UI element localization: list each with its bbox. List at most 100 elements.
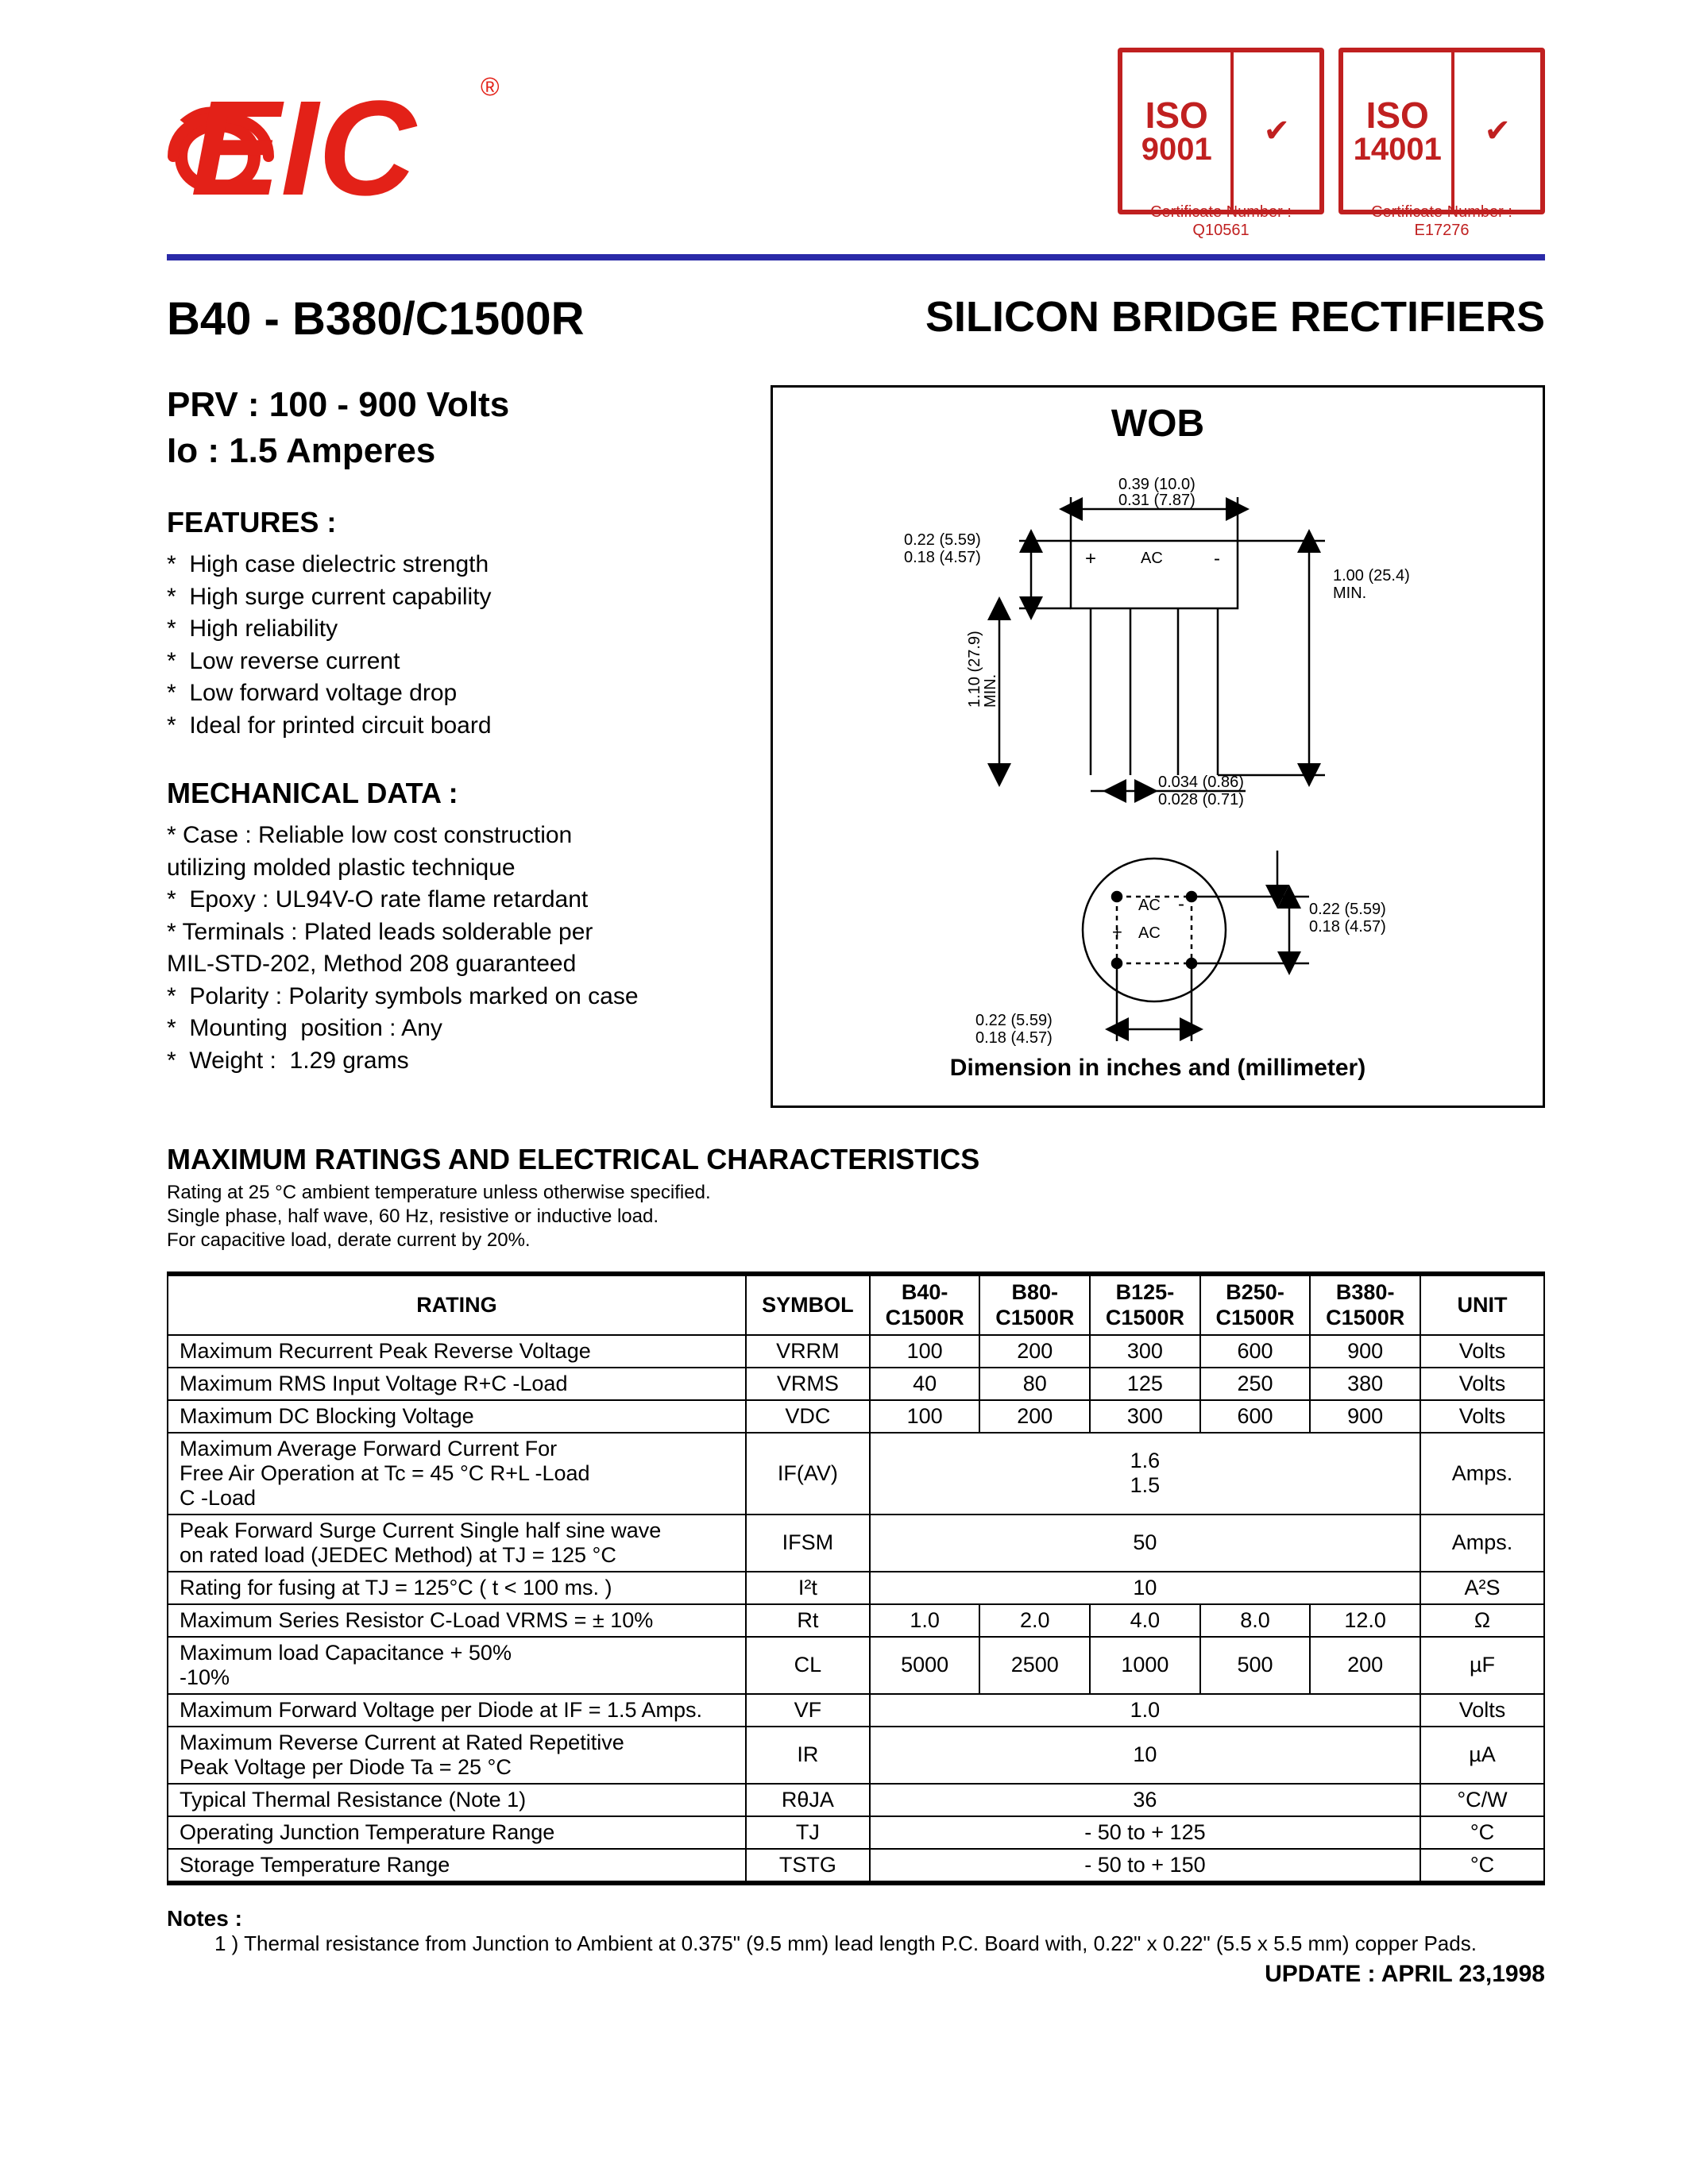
body-columns: PRV : 100 - 900 Volts Io : 1.5 Amperes F… <box>167 385 1545 1108</box>
iso-number: 14001 <box>1354 133 1442 165</box>
rating-symbol: IFSM <box>746 1515 870 1572</box>
rating-value-span: 10 <box>870 1572 1420 1604</box>
rating-value: 200 <box>979 1400 1090 1433</box>
svg-text:0.034 (0.86): 0.034 (0.86) <box>1158 774 1244 791</box>
rating-value: 380 <box>1310 1368 1420 1400</box>
mechanical-item: * Polarity : Polarity symbols marked on … <box>167 981 739 1013</box>
rating-value: 1000 <box>1090 1637 1200 1694</box>
svg-text:AC: AC <box>1138 897 1161 914</box>
rating-symbol: IF(AV) <box>746 1433 870 1515</box>
svg-text:MIN.: MIN. <box>982 674 999 708</box>
svg-text:-: - <box>1178 893 1184 915</box>
iso-9001-badge: ISO 9001 ✔ Certificate Number : Q10561 <box>1118 48 1324 214</box>
table-row: Maximum Forward Voltage per Diode at IF … <box>168 1694 1544 1727</box>
rating-unit: µA <box>1420 1727 1544 1784</box>
col-b250: B250- C1500R <box>1200 1274 1311 1335</box>
rating-name: Maximum Average Forward Current For Free… <box>168 1433 746 1515</box>
svg-text:0.22 (5.59): 0.22 (5.59) <box>1309 901 1386 918</box>
rating-value: 200 <box>979 1335 1090 1368</box>
rating-value-span: 10 <box>870 1727 1420 1784</box>
rating-name: Maximum DC Blocking Voltage <box>168 1400 746 1433</box>
mechanical-heading: MECHANICAL DATA : <box>167 777 739 810</box>
rating-name: Rating for fusing at TJ = 125°C ( t < 10… <box>168 1572 746 1604</box>
rating-value: 1.0 <box>870 1604 980 1637</box>
rating-value: 80 <box>979 1368 1090 1400</box>
rating-unit: °C <box>1420 1849 1544 1883</box>
diagram-caption: Dimension in inches and (millimeter) <box>773 1055 1543 1082</box>
rating-value-span: - 50 to + 150 <box>870 1849 1420 1883</box>
page: EIC ® ISO 9001 ✔ Certificate Number : Q1… <box>0 0 1688 2184</box>
note-1: 1 ) Thermal resistance from Junction to … <box>214 1931 1545 1956</box>
rating-unit: Ω <box>1420 1604 1544 1637</box>
feature-item: * High reliability <box>167 613 739 646</box>
svg-text:0.18 (4.57): 0.18 (4.57) <box>1309 918 1386 936</box>
prv-spec: PRV : 100 - 900 Volts <box>167 385 739 425</box>
rating-symbol: TSTG <box>746 1849 870 1883</box>
svg-text:1.10 (27.9): 1.10 (27.9) <box>966 631 983 708</box>
rating-value: 100 <box>870 1335 980 1368</box>
rating-symbol: VRMS <box>746 1368 870 1400</box>
col-b80: B80- C1500R <box>979 1274 1090 1335</box>
table-row: Maximum load Capacitance + 50% -10%CL500… <box>168 1637 1544 1694</box>
rating-name: Peak Forward Surge Current Single half s… <box>168 1515 746 1572</box>
update-date: UPDATE : APRIL 23,1998 <box>167 1961 1545 1988</box>
svg-text:+: + <box>1085 548 1096 569</box>
rating-value: 4.0 <box>1090 1604 1200 1637</box>
rating-value-span: - 50 to + 125 <box>870 1816 1420 1849</box>
svg-text:AC: AC <box>1138 924 1161 942</box>
rating-symbol: VRRM <box>746 1335 870 1368</box>
rating-unit: Amps. <box>1420 1515 1544 1572</box>
blue-rule <box>167 254 1545 260</box>
title-row: B40 - B380/C1500R SILICON BRIDGE RECTIFI… <box>167 292 1545 345</box>
table-row: Rating for fusing at TJ = 125°C ( t < 10… <box>168 1572 1544 1604</box>
feature-item: * Ideal for printed circuit board <box>167 710 739 743</box>
eic-logo: EIC ® <box>167 68 500 218</box>
left-column: PRV : 100 - 900 Volts Io : 1.5 Amperes F… <box>167 385 739 1108</box>
part-number-title: B40 - B380/C1500R <box>167 292 585 345</box>
rating-unit: °C/W <box>1420 1784 1544 1816</box>
iso-label: ISO <box>1145 97 1208 133</box>
svg-text:0.028 (0.71): 0.028 (0.71) <box>1158 791 1244 808</box>
iso-caption: Certificate Number : E17276 <box>1343 203 1540 240</box>
col-symbol: SYMBOL <box>746 1274 870 1335</box>
notes-heading: Notes : <box>167 1906 1545 1931</box>
table-row: Maximum Recurrent Peak Reverse VoltageVR… <box>168 1335 1544 1368</box>
features-list: * High case dielectric strength * High s… <box>167 549 739 742</box>
check-icon: ✔ <box>1230 52 1319 210</box>
rating-unit: Volts <box>1420 1694 1544 1727</box>
rating-value: 5000 <box>870 1637 980 1694</box>
iso-14001-badge: ISO 14001 ✔ Certificate Number : E17276 <box>1338 48 1545 214</box>
rating-name: Typical Thermal Resistance (Note 1) <box>168 1784 746 1816</box>
col-unit: UNIT <box>1420 1274 1544 1335</box>
rating-unit: Volts <box>1420 1368 1544 1400</box>
rating-value: 300 <box>1090 1400 1200 1433</box>
svg-text:0.18 (4.57): 0.18 (4.57) <box>904 549 981 566</box>
rating-value: 300 <box>1090 1335 1200 1368</box>
col-b125: B125- C1500R <box>1090 1274 1200 1335</box>
rating-value: 900 <box>1310 1335 1420 1368</box>
rating-value-span: 1.6 1.5 <box>870 1433 1420 1515</box>
rating-value: 600 <box>1200 1335 1311 1368</box>
mechanical-list: * Case : Reliable low cost construction … <box>167 820 739 1077</box>
svg-text:0.18 (4.57): 0.18 (4.57) <box>975 1029 1053 1047</box>
rating-value: 2500 <box>979 1637 1090 1694</box>
rating-value-span: 36 <box>870 1784 1420 1816</box>
table-row: Maximum DC Blocking VoltageVDC1002003006… <box>168 1400 1544 1433</box>
rating-unit: Amps. <box>1420 1433 1544 1515</box>
rating-unit: Volts <box>1420 1400 1544 1433</box>
ratings-table: RATING SYMBOL B40- C1500R B80- C1500R B1… <box>167 1271 1545 1885</box>
package-name: WOB <box>787 402 1528 446</box>
rating-unit: Volts <box>1420 1335 1544 1368</box>
mechanical-item: * Terminals : Plated leads solderable pe… <box>167 916 739 981</box>
rating-name: Operating Junction Temperature Range <box>168 1816 746 1849</box>
feature-item: * Low reverse current <box>167 646 739 678</box>
rating-value: 8.0 <box>1200 1604 1311 1637</box>
iso-number: 9001 <box>1141 133 1212 165</box>
svg-text:0.22 (5.59): 0.22 (5.59) <box>975 1012 1053 1029</box>
rating-symbol: Rt <box>746 1604 870 1637</box>
ratings-heading: MAXIMUM RATINGS AND ELECTRICAL CHARACTER… <box>167 1143 1545 1176</box>
mechanical-item: * Weight : 1.29 grams <box>167 1045 739 1078</box>
package-drawing: + AC - 0.39 (10.0) 0.31 (7.87) 0.2 <box>801 461 1516 1065</box>
feature-item: * Low forward voltage drop <box>167 677 739 710</box>
check-icon: ✔ <box>1451 52 1540 210</box>
